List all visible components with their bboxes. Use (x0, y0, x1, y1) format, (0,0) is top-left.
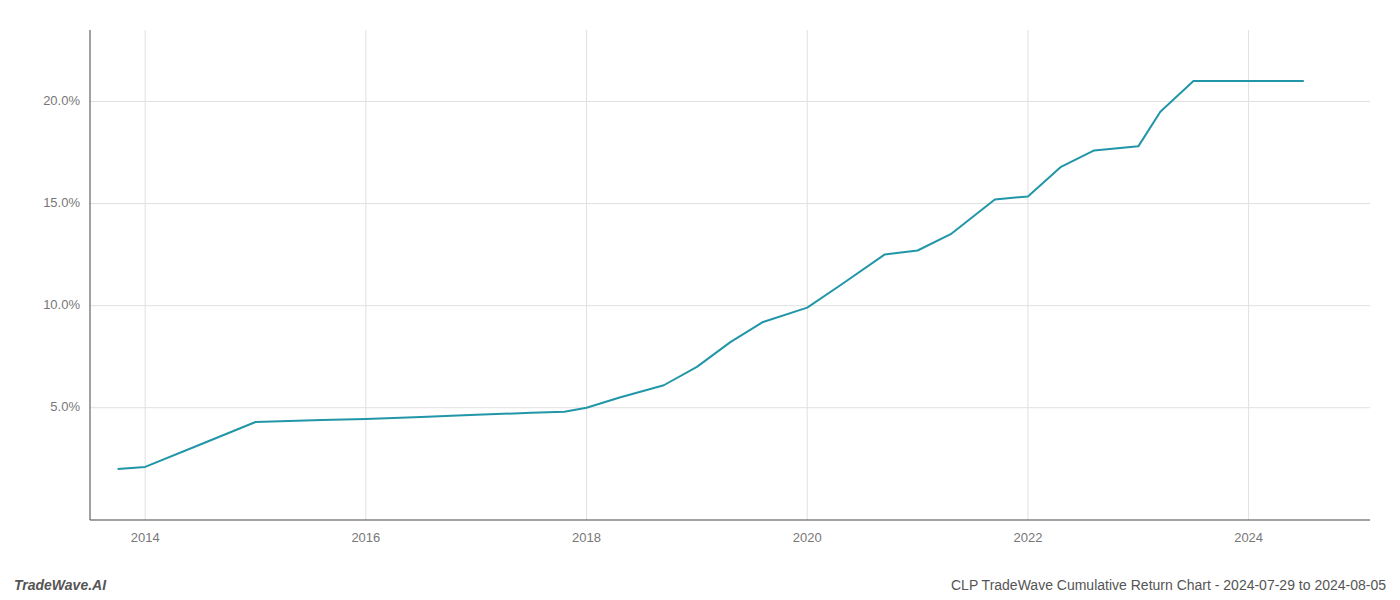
y-tick-label: 10.0% (43, 297, 80, 312)
x-tick-label: 2022 (1013, 530, 1042, 545)
y-grid-line (90, 101, 1370, 102)
y-tick-label: 5.0% (50, 399, 80, 414)
x-tick-label: 2016 (351, 530, 380, 545)
x-tick-label: 2020 (793, 530, 822, 545)
chart-svg: 5.0% 10.0% 15.0% 20.0% 2014 2016 2018 2020 2022 2… (0, 0, 1400, 600)
x-grid-line (1027, 30, 1028, 520)
x-tick-label: 2018 (572, 530, 601, 545)
footer-left: TradeWave.AI (14, 577, 107, 593)
y-tick-label: 20.0% (43, 93, 80, 108)
x-grid-line (1248, 30, 1249, 520)
y-grid-line (90, 407, 1370, 408)
y-grid-line (90, 305, 1370, 306)
y-tick-label: 15.0% (43, 195, 80, 210)
tick-labels: 5.0% 10.0% 15.0% 20.0% 2014 2016 2018 2020 2022 2… (43, 93, 1263, 545)
y-grid-line (90, 203, 1370, 204)
y-axis-line (90, 30, 91, 520)
plot-data (118, 81, 1304, 469)
x-grid-line (586, 30, 587, 520)
footer-right: CLP TradeWave Cumulative Return Chart - … (951, 577, 1386, 593)
x-grid-line (807, 30, 808, 520)
x-tick-label: 2014 (131, 530, 160, 545)
x-grid-line (365, 30, 366, 520)
x-tick-label: 2024 (1234, 530, 1263, 545)
chart-container: 5.0% 10.0% 15.0% 20.0% 2014 2016 2018 2020 2022 2… (0, 0, 1400, 600)
grid (90, 30, 1370, 520)
x-axis-line (90, 520, 1370, 521)
x-grid-line (145, 30, 146, 520)
line-series (118, 81, 1304, 469)
